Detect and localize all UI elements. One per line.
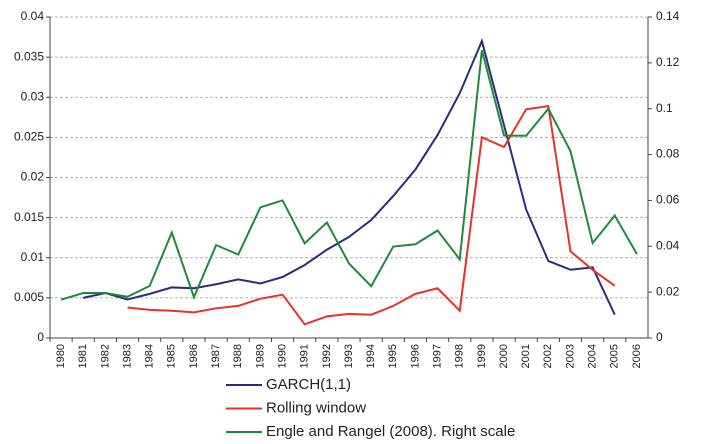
x-tick-label: 1994 <box>365 344 377 368</box>
x-tick-label: 1996 <box>409 344 421 368</box>
legend-label: GARCH(1,1) <box>266 376 351 393</box>
legend-label: Engle and Rangel (2008). Right scale <box>266 423 515 439</box>
x-tick-label: 1983 <box>121 344 133 368</box>
x-tick-label: 1999 <box>476 344 488 368</box>
x-tick-label: 1991 <box>299 344 311 368</box>
x-tick-label: 2004 <box>587 344 599 368</box>
x-tick-label: 2000 <box>498 344 510 368</box>
x-tick-label: 1984 <box>144 344 156 368</box>
x-tick-label: 1993 <box>343 344 355 368</box>
x-tick-label: 2006 <box>631 344 643 368</box>
y-tick-label: 0.015 <box>14 210 44 224</box>
y2-tick-label: 0.1 <box>656 101 673 115</box>
x-tick-label: 1992 <box>321 344 333 368</box>
y-tick-label: 0.02 <box>21 170 45 184</box>
x-tick-label: 2003 <box>564 344 576 368</box>
x-tick-label: 1998 <box>454 344 466 368</box>
y2-tick-label: 0.08 <box>656 147 680 161</box>
series-line <box>83 37 616 316</box>
x-tick-label: 1980 <box>55 344 67 368</box>
x-tick-label: 1981 <box>77 344 89 368</box>
y-tick-label: 0.03 <box>21 89 45 103</box>
y2-tick-label: 0 <box>656 330 663 344</box>
y-tick-label: 0.005 <box>14 290 44 304</box>
y2-tick-label: 0.12 <box>656 55 680 69</box>
y-tick-label: 0.04 <box>21 9 45 23</box>
x-tick-label: 2001 <box>520 344 532 368</box>
y-tick-label: 0.035 <box>14 49 44 63</box>
x-tick-label: 2005 <box>609 344 621 368</box>
y-tick-label: 0.01 <box>21 250 45 264</box>
x-tick-label: 1997 <box>431 344 443 368</box>
y2-tick-label: 0.14 <box>656 9 680 23</box>
x-tick-label: 1987 <box>210 344 222 368</box>
x-tick-label: 1988 <box>232 344 244 368</box>
x-tick-label: 1995 <box>387 344 399 368</box>
x-tick-label: 1985 <box>166 344 178 368</box>
y2-tick-label: 0.04 <box>656 238 680 252</box>
x-tick-label: 1982 <box>99 344 111 368</box>
x-tick-label: 1990 <box>276 344 288 368</box>
y2-tick-label: 0.06 <box>656 193 680 207</box>
x-tick-label: 2002 <box>542 344 554 368</box>
y2-tick-label: 0.02 <box>656 284 680 298</box>
y-tick-label: 0 <box>37 330 44 344</box>
y-tick-label: 0.025 <box>14 130 44 144</box>
series-line <box>60 49 638 301</box>
x-tick-label: 1989 <box>254 344 266 368</box>
legend-label: Rolling window <box>266 399 366 416</box>
series-line <box>127 104 616 326</box>
x-tick-label: 1986 <box>188 344 200 368</box>
